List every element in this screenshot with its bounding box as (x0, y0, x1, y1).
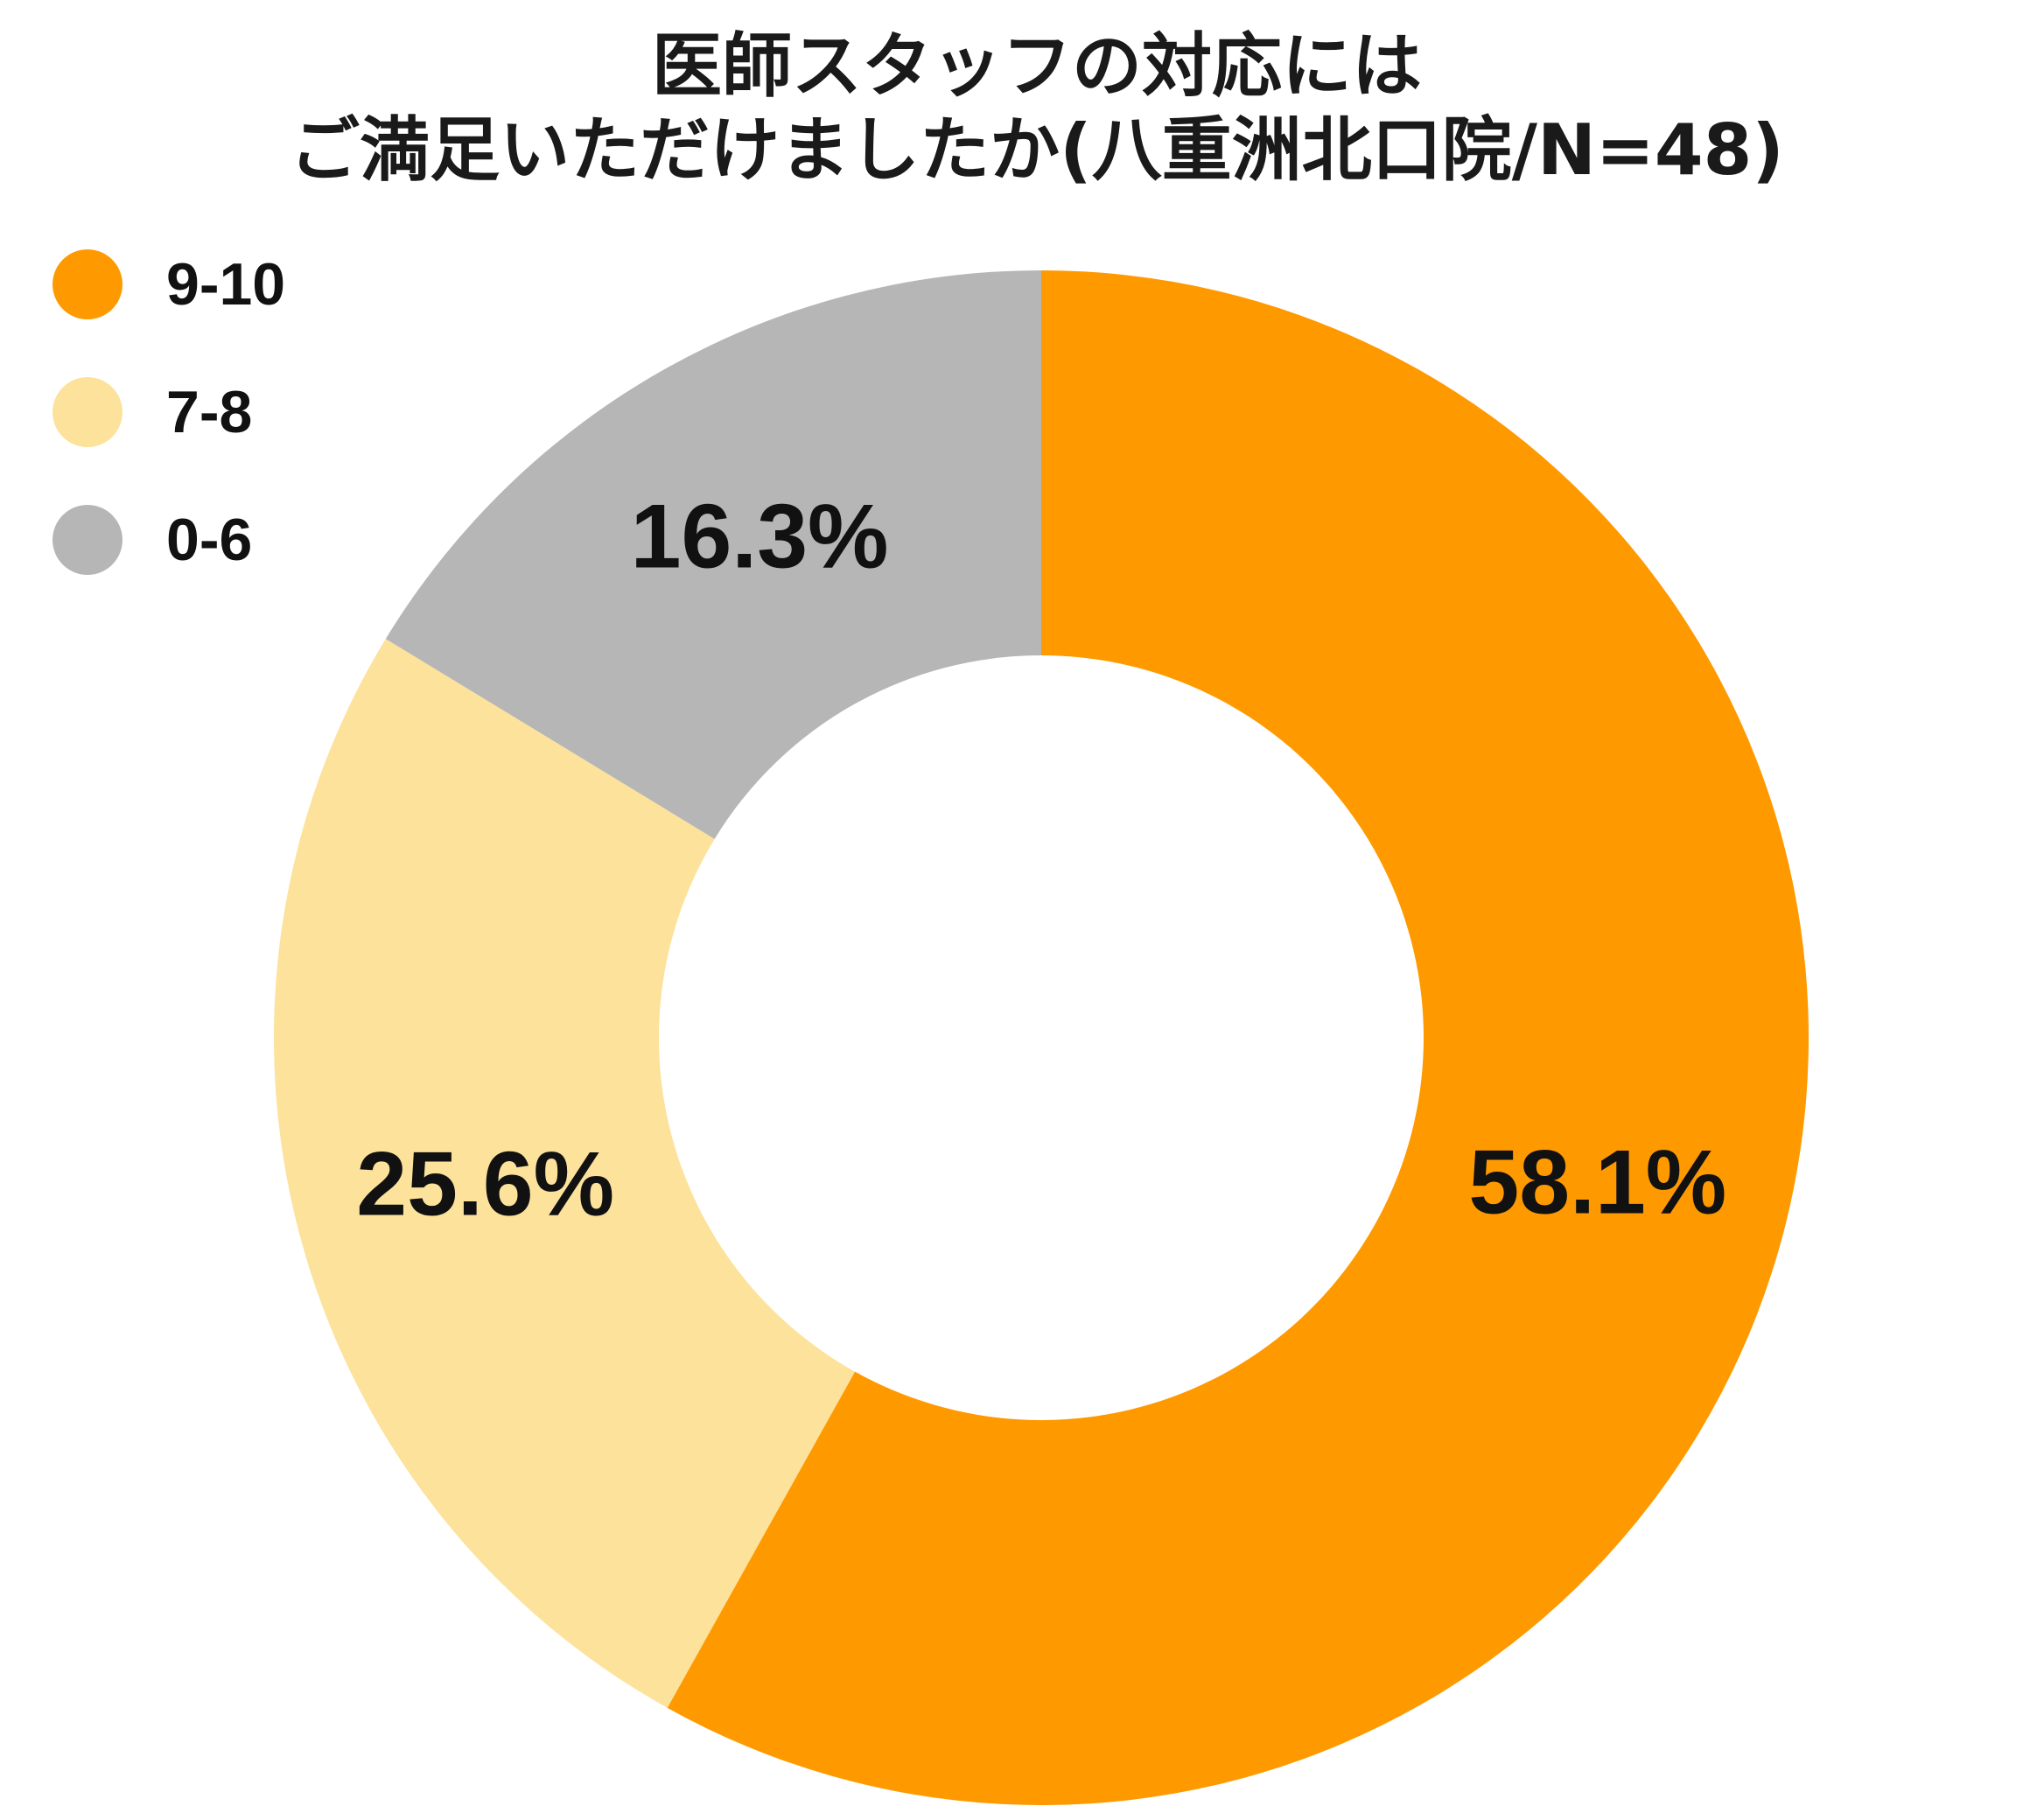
legend-item-7-8: 7-8 (52, 377, 285, 447)
chart-title-line-1: 医師スタッフの対応には (652, 25, 1422, 107)
legend-swatch-7-8 (52, 377, 122, 447)
legend-swatch-0-6 (52, 505, 122, 575)
legend-item-0-6: 0-6 (52, 505, 285, 575)
donut-slices (273, 270, 1809, 1805)
slice-label-7-8: 25.6% (356, 1133, 614, 1235)
donut-slice-7-8 (273, 639, 856, 1708)
chart-title: 医師スタッフの対応には ご満足いただけましたか(八重洲北口院/N=48) (0, 24, 2044, 192)
legend-label-9-10: 9-10 (166, 251, 286, 318)
chart-title-line-2: ご満足いただけましたか(八重洲北口院/N=48) (290, 109, 1784, 191)
slice-label-9-10: 58.1% (1468, 1131, 1726, 1233)
donut-slice-9-10 (667, 270, 1809, 1805)
donut-slice-labels: 58.1% 25.6% 16.3% (356, 486, 1726, 1235)
legend: 9-10 7-8 0-6 (52, 249, 285, 633)
legend-label-0-6: 0-6 (166, 507, 253, 573)
slice-label-0-6: 16.3% (631, 486, 889, 587)
donut-slice-0-6 (385, 270, 1041, 839)
legend-swatch-9-10 (52, 249, 122, 319)
legend-item-9-10: 9-10 (52, 249, 285, 319)
legend-label-7-8: 7-8 (166, 379, 253, 445)
